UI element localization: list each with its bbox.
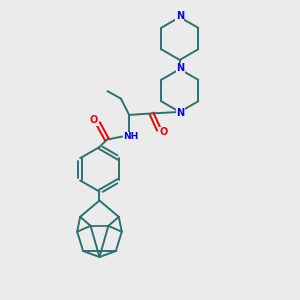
Text: O: O [89, 115, 98, 125]
Text: O: O [159, 127, 167, 137]
Text: N: N [176, 11, 184, 21]
Text: NH: NH [123, 132, 138, 141]
Text: N: N [177, 108, 185, 118]
Text: N: N [177, 63, 185, 73]
